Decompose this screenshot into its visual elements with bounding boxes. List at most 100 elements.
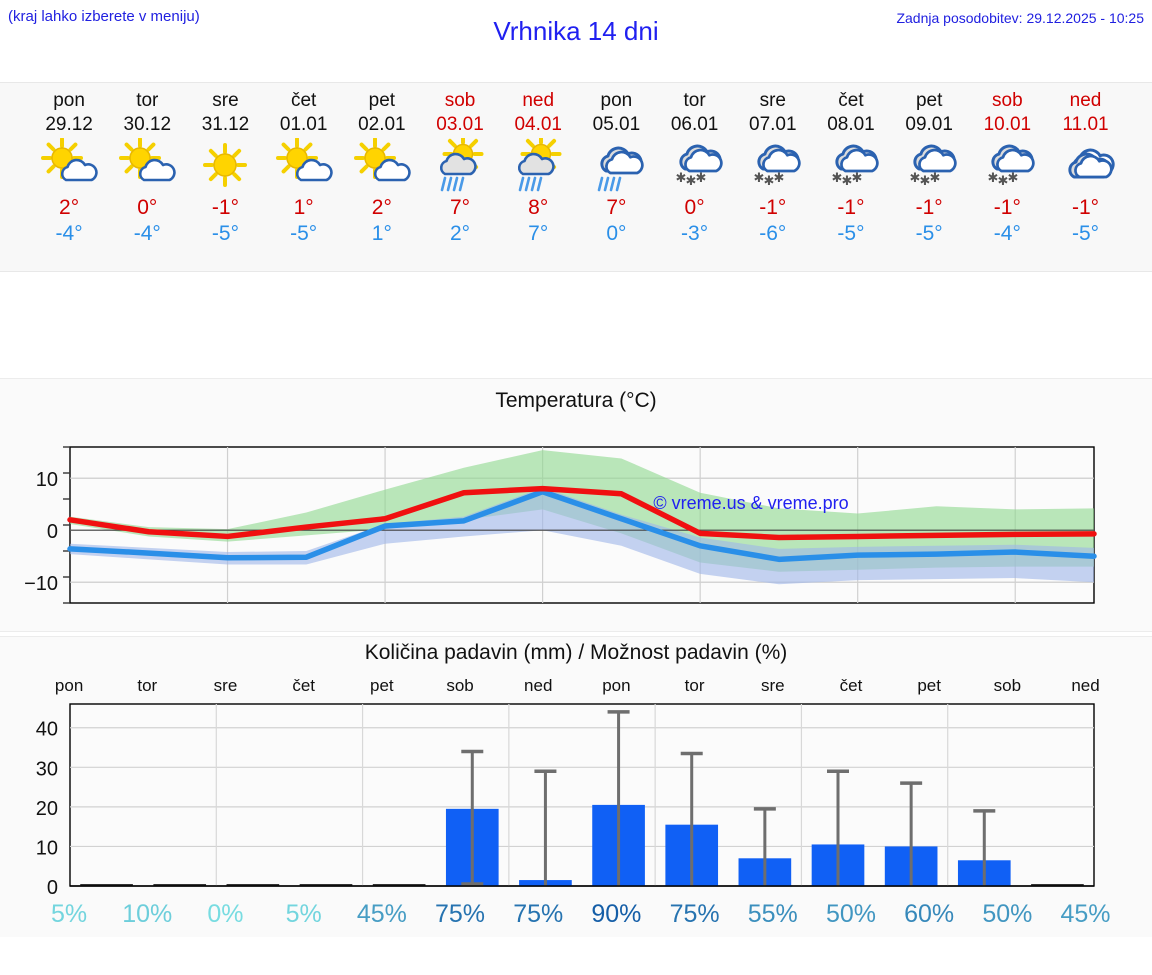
temp-y-tick: 10 [36,469,58,491]
day-date: 10.01 [983,114,1032,135]
temperature-min: -4° [993,222,1021,245]
day-date: 01.01 [279,114,328,135]
weather-icon-wrap [186,137,264,195]
day-tmax-cell: 1° [265,195,343,221]
precip-probability: 50% [982,900,1033,928]
day-tmax-cell: -1° [1046,195,1124,221]
precip-probability: 45% [356,900,407,928]
day-name-cell: pet [343,83,421,113]
day-name-cell: sob [968,83,1046,113]
day-tmax-row: 2° 0° -1° 1° 2° 7° 8° 7° 0° -1° -1° -1° -1° -1° [0,195,1152,221]
temperature-min: -5° [211,222,239,245]
grid-spacer [0,900,30,929]
day-tmax-cell: 8° [499,195,577,221]
precip-y-tick: 0 [47,877,58,898]
day-name: pet [368,90,396,111]
day-tmax-cell: -1° [734,195,812,221]
forecast-day-strip: pon tor sre čet pet sob ned pon tor sre čet pet sob n… [0,82,1152,272]
precip-probability: 75% [669,900,720,928]
day-date-cell: 31.12 [186,113,264,137]
temperature-min: 1° [371,222,392,245]
precip-day-label: sre [213,676,238,695]
weather-icon-wrap [1046,137,1124,195]
day-name: sob [992,90,1023,111]
day-name-cell: pon [577,83,655,113]
day-icon-cell [343,137,421,195]
grid-spacer [0,195,30,221]
day-name-cell: pon [30,83,108,113]
day-tmax-cell: 0° [656,195,734,221]
precip-day-label: ned [1071,676,1100,695]
day-date-cell: 04.01 [499,113,577,137]
cloud-icon [1067,148,1115,179]
menu-hint-text: (kraj lahko izberete v meniju) [8,8,200,25]
temperature-max: 1° [293,196,314,219]
day-date: 05.01 [592,114,641,135]
sun-cloud-rain-icon [439,138,484,192]
temperature-min: -4° [55,222,83,245]
day-name-cell: tor [108,83,186,113]
day-name-cell: čet [265,83,343,113]
day-date: 09.01 [905,114,953,135]
precipitation-chart-title: Količina padavin (mm) / Možnost padavin … [364,641,788,664]
svg-text:✱: ✱ [920,174,931,189]
precip-y-tick: 40 [36,719,58,741]
temperature-max: 2° [59,196,80,219]
grid-spacer [0,83,30,113]
grid-spacer [0,137,30,195]
day-tmax-cell: 2° [343,195,421,221]
precip-probability: 45% [1060,900,1111,928]
day-icon-cell [30,137,108,195]
day-tmin-cell: -5° [1046,221,1124,247]
temperature-min: 0° [606,222,627,245]
precip-day-label: sre [760,676,785,695]
day-tmin-cell: -4° [108,221,186,247]
day-tmin-cell: -5° [265,221,343,247]
day-date: 04.01 [514,114,562,135]
cloud-snow-icon: ✱ ✱ ✱ [910,144,957,189]
day-date-cell: 10.01 [968,113,1046,137]
precip-day-label: tor [684,676,705,695]
day-date: 30.12 [123,114,172,135]
day-icon-cell [421,137,499,195]
sun-cloud-icon [353,138,411,182]
svg-text:✱: ✱ [773,171,784,186]
day-date-cell: 05.01 [577,113,655,137]
temperature-min: -5° [915,222,943,245]
day-tmax-cell: 7° [577,195,655,221]
copyright-text: © vreme.us & vreme.pro [653,493,848,513]
weather-icon-wrap: ✱ ✱ ✱ [656,137,734,195]
day-name-row: pon tor sre čet pet sob ned pon tor sre čet pet sob n… [0,83,1152,113]
day-icon-cell [186,137,264,195]
precipitation-chart-svg: 0 10 20 30 40 [36,703,1095,898]
weather-icon-wrap [30,137,108,195]
precip-probability: 75% [513,900,564,928]
precip-day-label: pon [602,676,631,695]
sun-cloud-rain-icon [518,138,562,192]
precip-y-tick: 10 [36,837,58,859]
temperature-min: -4° [133,222,161,245]
svg-text:✱: ✱ [832,171,843,186]
precip-probability: 0% [207,900,244,928]
precip-day-label: sob [446,676,474,695]
precip-day-label: čet [839,676,863,695]
svg-text:✱: ✱ [695,171,706,186]
day-icon-cell: ✱ ✱ ✱ [968,137,1046,195]
temperature-max: -1° [993,196,1021,219]
day-date: 07.01 [749,114,797,135]
temp-y-tick: −10 [24,573,58,595]
svg-text:✱: ✱ [930,171,941,186]
day-date: 31.12 [201,114,250,135]
svg-text:✱: ✱ [988,171,999,186]
day-name-cell: sre [186,83,264,113]
precip-day-label: sob [993,676,1022,695]
temperature-max: -1° [915,196,943,219]
svg-text:✱: ✱ [998,174,1009,189]
precip-probability: 5% [51,900,88,928]
svg-text:✱: ✱ [763,174,774,189]
weather-icon-wrap: ✱ ✱ ✱ [890,137,968,195]
temperature-min: -5° [290,222,318,245]
temperature-max: 7° [606,196,627,219]
temperature-max: 2° [371,196,392,219]
day-tmin-cell: 1° [343,221,421,247]
